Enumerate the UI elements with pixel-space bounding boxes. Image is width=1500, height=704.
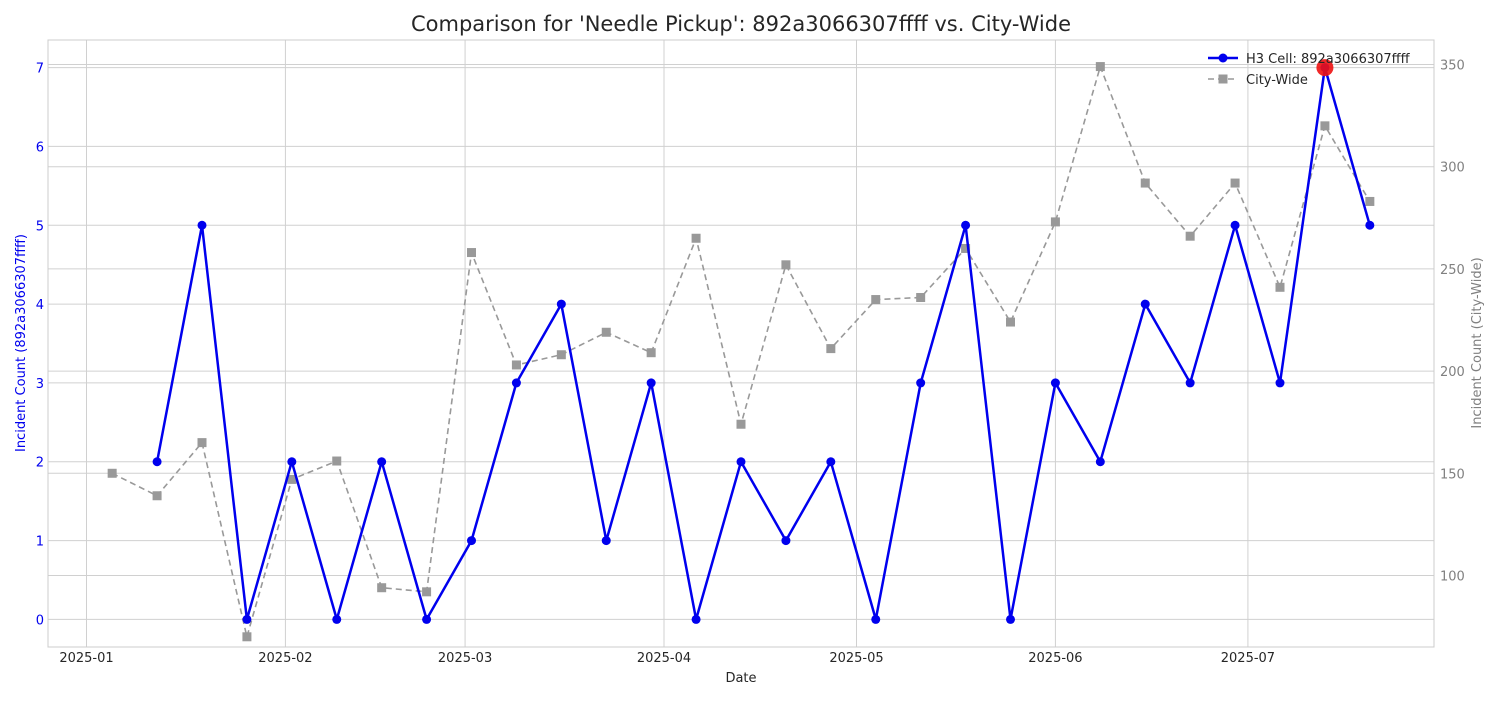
data-point-city-wide [1006,317,1015,327]
data-point-h3-cell [1230,220,1240,230]
y-left-tick-label: 1 [36,535,44,550]
x-tick-label: 2025-03 [438,651,492,666]
data-point-h3-cell [1006,614,1015,624]
legend-marker-h3 [1218,53,1228,63]
data-point-h3-cell [871,614,881,624]
series-layer [107,59,1375,642]
data-point-h3-cell [422,614,432,624]
legend-label-city: City-Wide [1246,73,1308,88]
y-axis-left-label: Incident Count (892a3066307ffff) [14,234,29,452]
data-point-h3-cell [691,614,701,624]
tick-labels: 2025-01 2025-02 2025-03 2025-04 2025-05 2025-… [36,59,1465,666]
data-point-h3-cell [1140,299,1150,309]
y-right-tick-label: 200 [1440,365,1465,380]
data-point-h3-cell [511,378,521,388]
x-axis-label: Date [725,671,756,686]
y-right-tick-label: 350 [1440,59,1465,74]
data-point-city-wide [646,348,656,358]
data-point-h3-cell [242,614,252,624]
y-left-tick-label: 2 [36,456,44,471]
data-point-city-wide [556,350,566,360]
data-point-h3-cell [781,536,791,546]
y-axis-right-label: Incident Count (City-Wide) [1470,257,1485,428]
chart-title: Comparison for 'Needle Pickup': 892a3066… [411,12,1071,36]
data-point-h3-cell [1050,378,1060,388]
data-point-city-wide [377,583,387,593]
plot-frame [47,39,1435,648]
data-point-city-wide [781,260,791,270]
grid-lines [48,40,1434,647]
y-right-tick-label: 150 [1440,467,1465,482]
data-point-h3-cell [556,299,566,309]
data-point-h3-cell [646,378,656,388]
data-point-city-wide [1140,178,1150,188]
data-point-city-wide [826,344,836,354]
y-right-tick-label: 100 [1440,569,1465,584]
data-point-h3-cell [287,457,297,467]
data-point-h3-cell [377,457,387,467]
data-point-h3-cell [961,220,971,230]
x-tick-label: 2025-06 [1028,651,1082,666]
data-point-city-wide [1365,196,1375,206]
data-point-city-wide [916,293,926,303]
data-point-city-wide [1320,121,1330,131]
data-point-h3-cell [1365,220,1375,230]
data-point-city-wide [1230,178,1240,188]
data-point-city-wide [422,587,432,597]
data-point-city-wide [871,295,881,305]
data-point-city-wide [1095,62,1105,72]
data-point-city-wide [197,438,207,448]
data-point-city-wide [467,248,476,258]
y-right-tick-label: 300 [1440,161,1465,176]
data-point-city-wide [511,360,521,370]
y-left-tick-label: 6 [36,140,44,155]
data-point-h3-cell [826,457,836,467]
x-tick-label: 2025-04 [637,651,691,666]
data-point-city-wide [332,456,342,466]
legend-label-h3: H3 Cell: 892a3066307ffff [1246,52,1411,67]
data-point-city-wide [1185,231,1195,241]
data-point-h3-cell [601,536,611,546]
data-point-h3-cell [152,457,162,467]
data-point-h3-cell [332,614,342,624]
x-tick-label: 2025-07 [1221,651,1275,666]
y-left-tick-label: 7 [36,62,44,77]
y-left-tick-label: 3 [36,377,44,392]
data-point-h3-cell [736,457,746,467]
y-right-tick-label: 250 [1440,263,1465,278]
x-tick-label: 2025-01 [59,651,113,666]
y-left-tick-label: 0 [36,613,44,628]
data-point-city-wide [107,468,117,478]
x-tick-label: 2025-02 [258,651,312,666]
data-point-city-wide [242,632,252,642]
data-point-h3-cell [916,378,926,388]
data-point-h3-cell [1095,457,1105,467]
y-left-tick-label: 4 [36,298,44,313]
data-point-city-wide [1050,217,1060,227]
data-point-h3-cell [467,536,476,546]
data-point-h3-cell [197,220,207,230]
data-point-city-wide [601,327,611,337]
data-point-city-wide [152,491,162,501]
data-point-city-wide [691,233,701,243]
legend-marker-city [1218,74,1228,84]
legend: H3 Cell: 892a3066307ffff City-Wide [1208,52,1411,88]
data-point-h3-cell [1185,378,1195,388]
data-point-h3-cell [1275,378,1285,388]
data-point-city-wide [287,474,297,484]
x-tick-label: 2025-05 [829,651,883,666]
highlight-point [1316,59,1334,77]
data-point-city-wide [736,419,746,429]
data-point-city-wide [1275,282,1285,292]
series-line-h3-cell [155,66,1372,621]
data-point-city-wide [961,243,971,253]
y-left-tick-label: 5 [36,219,44,234]
